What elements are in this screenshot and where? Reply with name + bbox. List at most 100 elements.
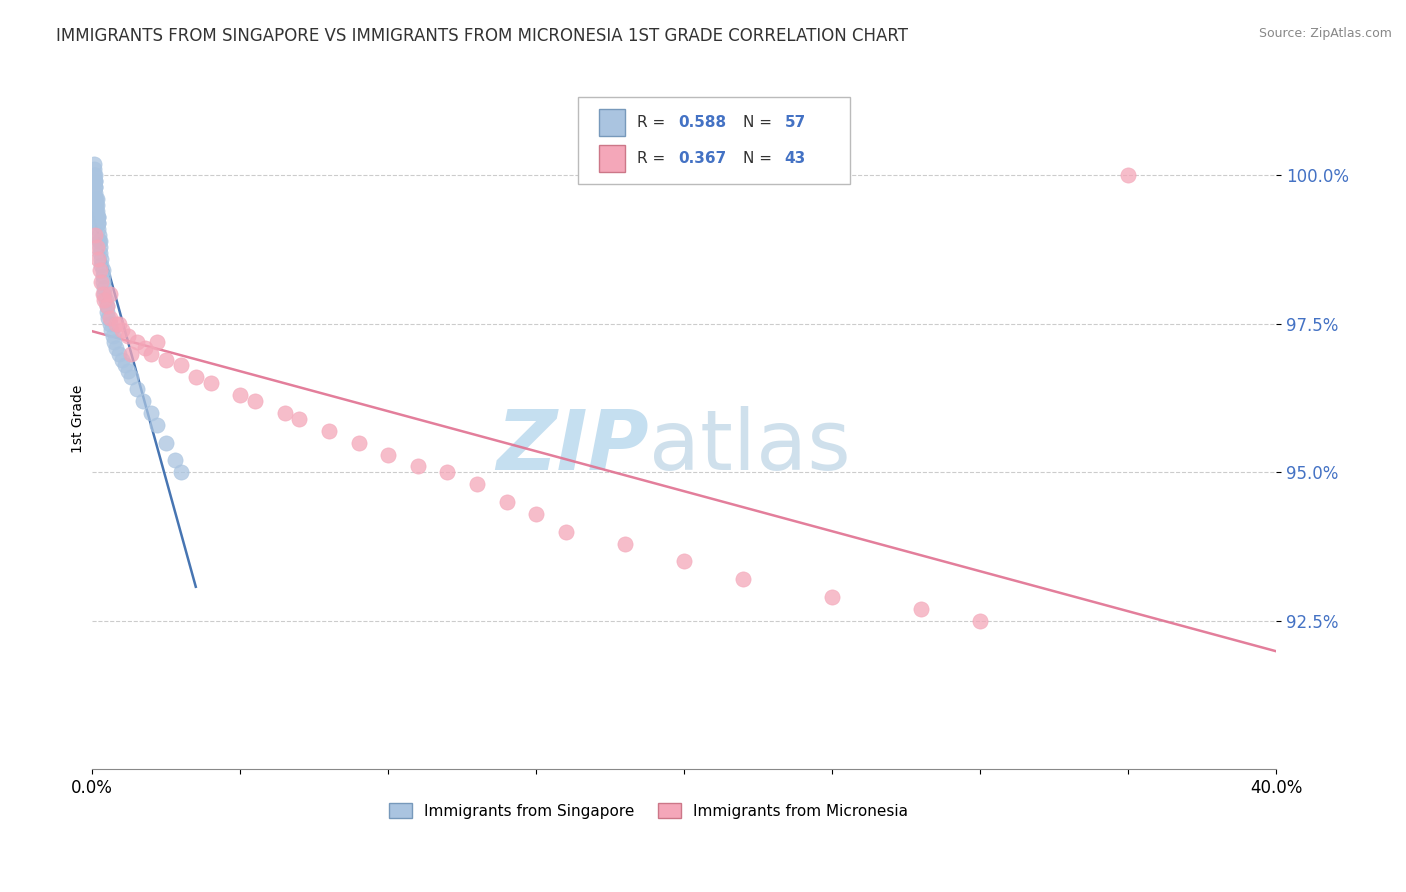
Point	[93, 276, 115, 290]
FancyBboxPatch shape	[599, 145, 624, 171]
Point	[969, 614, 991, 628]
Point	[93, 281, 115, 295]
Point	[100, 323, 122, 337]
Point	[87, 210, 110, 224]
Point	[111, 323, 134, 337]
Point	[524, 507, 547, 521]
Point	[89, 263, 111, 277]
Point	[86, 204, 108, 219]
Point	[90, 252, 112, 266]
Point	[104, 317, 127, 331]
Point	[98, 287, 121, 301]
Point	[108, 317, 131, 331]
Point	[91, 269, 114, 284]
Point	[673, 554, 696, 568]
Point	[495, 495, 517, 509]
Point	[184, 370, 207, 384]
Point	[93, 293, 115, 307]
Point	[89, 234, 111, 248]
Point	[84, 192, 107, 206]
Y-axis label: 1st Grade: 1st Grade	[72, 384, 86, 453]
Text: N =: N =	[744, 151, 778, 166]
Point	[436, 466, 458, 480]
Point	[170, 359, 193, 373]
Point	[96, 299, 118, 313]
Point	[347, 435, 370, 450]
Point	[87, 216, 110, 230]
Point	[98, 310, 121, 325]
Point	[84, 192, 107, 206]
Point	[86, 216, 108, 230]
Point	[155, 352, 177, 367]
Text: 57: 57	[785, 115, 806, 130]
Point	[86, 210, 108, 224]
Point	[94, 293, 117, 307]
Text: 0.367: 0.367	[678, 151, 727, 166]
Point	[117, 328, 139, 343]
Point	[120, 370, 142, 384]
Point	[98, 317, 121, 331]
Text: atlas: atlas	[648, 407, 851, 487]
Point	[170, 466, 193, 480]
Point	[910, 602, 932, 616]
Point	[83, 174, 105, 188]
Point	[111, 352, 134, 367]
Point	[86, 210, 108, 224]
Point	[91, 287, 114, 301]
Point	[465, 477, 488, 491]
Point	[733, 572, 755, 586]
Point	[165, 453, 187, 467]
Point	[86, 192, 108, 206]
Text: R =: R =	[637, 151, 669, 166]
Point	[87, 222, 110, 236]
Point	[89, 240, 111, 254]
Point	[91, 263, 114, 277]
FancyBboxPatch shape	[599, 109, 624, 136]
Point	[89, 245, 111, 260]
Point	[134, 341, 156, 355]
Point	[101, 328, 124, 343]
Point	[87, 234, 110, 248]
Point	[141, 346, 163, 360]
Text: N =: N =	[744, 115, 778, 130]
Point	[104, 341, 127, 355]
Point	[318, 424, 340, 438]
Text: ZIP: ZIP	[496, 407, 648, 487]
Text: Source: ZipAtlas.com: Source: ZipAtlas.com	[1258, 27, 1392, 40]
Point	[87, 227, 110, 242]
Point	[117, 364, 139, 378]
FancyBboxPatch shape	[578, 96, 849, 184]
Point	[288, 412, 311, 426]
Point	[406, 459, 429, 474]
Point	[103, 334, 125, 349]
Point	[273, 406, 295, 420]
Point	[83, 174, 105, 188]
Point	[155, 435, 177, 450]
Point	[96, 299, 118, 313]
Point	[93, 287, 115, 301]
Point	[84, 198, 107, 212]
Text: 0.588: 0.588	[678, 115, 727, 130]
Point	[90, 258, 112, 272]
Point	[554, 524, 576, 539]
Point	[243, 394, 266, 409]
Point	[146, 417, 169, 432]
Text: IMMIGRANTS FROM SINGAPORE VS IMMIGRANTS FROM MICRONESIA 1ST GRADE CORRELATION CH: IMMIGRANTS FROM SINGAPORE VS IMMIGRANTS …	[56, 27, 908, 45]
Point	[84, 180, 107, 194]
Point	[146, 334, 169, 349]
Legend: Immigrants from Singapore, Immigrants from Micronesia: Immigrants from Singapore, Immigrants fr…	[384, 797, 914, 825]
Text: R =: R =	[637, 115, 669, 130]
Point	[83, 169, 105, 183]
Point	[377, 448, 399, 462]
Point	[96, 305, 118, 319]
Point	[131, 394, 153, 409]
Point	[125, 382, 148, 396]
Text: 43: 43	[785, 151, 806, 166]
Point	[90, 276, 112, 290]
Point	[229, 388, 252, 402]
Point	[114, 359, 136, 373]
Point	[120, 346, 142, 360]
Point	[83, 156, 105, 170]
Point	[86, 198, 108, 212]
Point	[108, 346, 131, 360]
